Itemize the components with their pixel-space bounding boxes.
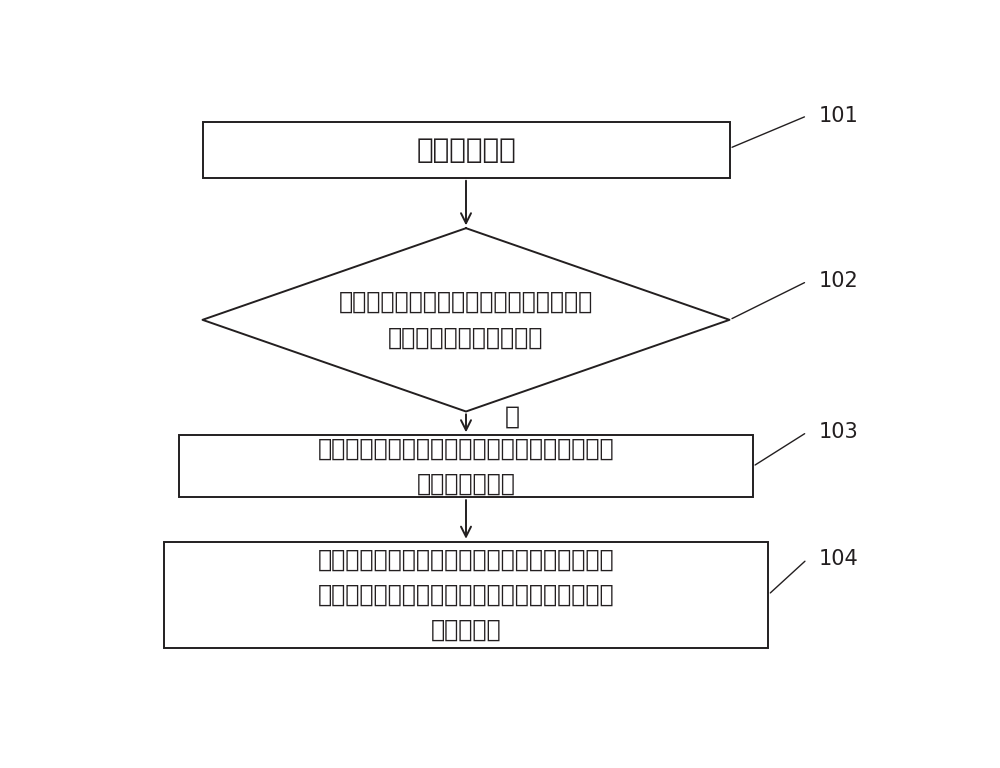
- Text: 是: 是: [505, 404, 520, 429]
- Text: 103: 103: [819, 422, 858, 442]
- Text: 102: 102: [819, 271, 858, 291]
- Text: 104: 104: [819, 549, 858, 569]
- Text: 判断所述加工方案是否存在满足预设协助
生产条件的第二加工设备: 判断所述加工方案是否存在满足预设协助 生产条件的第二加工设备: [339, 290, 593, 349]
- Text: 对所述总加工指令进行拆解得到第一加工指令以
及第二加工指令: 对所述总加工指令进行拆解得到第一加工指令以 及第二加工指令: [318, 436, 614, 496]
- Text: 101: 101: [819, 106, 858, 126]
- Bar: [202, 121, 730, 178]
- Text: 获取加工方案: 获取加工方案: [416, 136, 516, 164]
- Text: 所述服务器将所述第一加工指令发送至所述第一
加工设备，并将所述第二加工指令发送至所述第
二加工设备: 所述服务器将所述第一加工指令发送至所述第一 加工设备，并将所述第二加工指令发送至…: [318, 548, 614, 642]
- Bar: [179, 435, 753, 497]
- Bar: [164, 541, 768, 648]
